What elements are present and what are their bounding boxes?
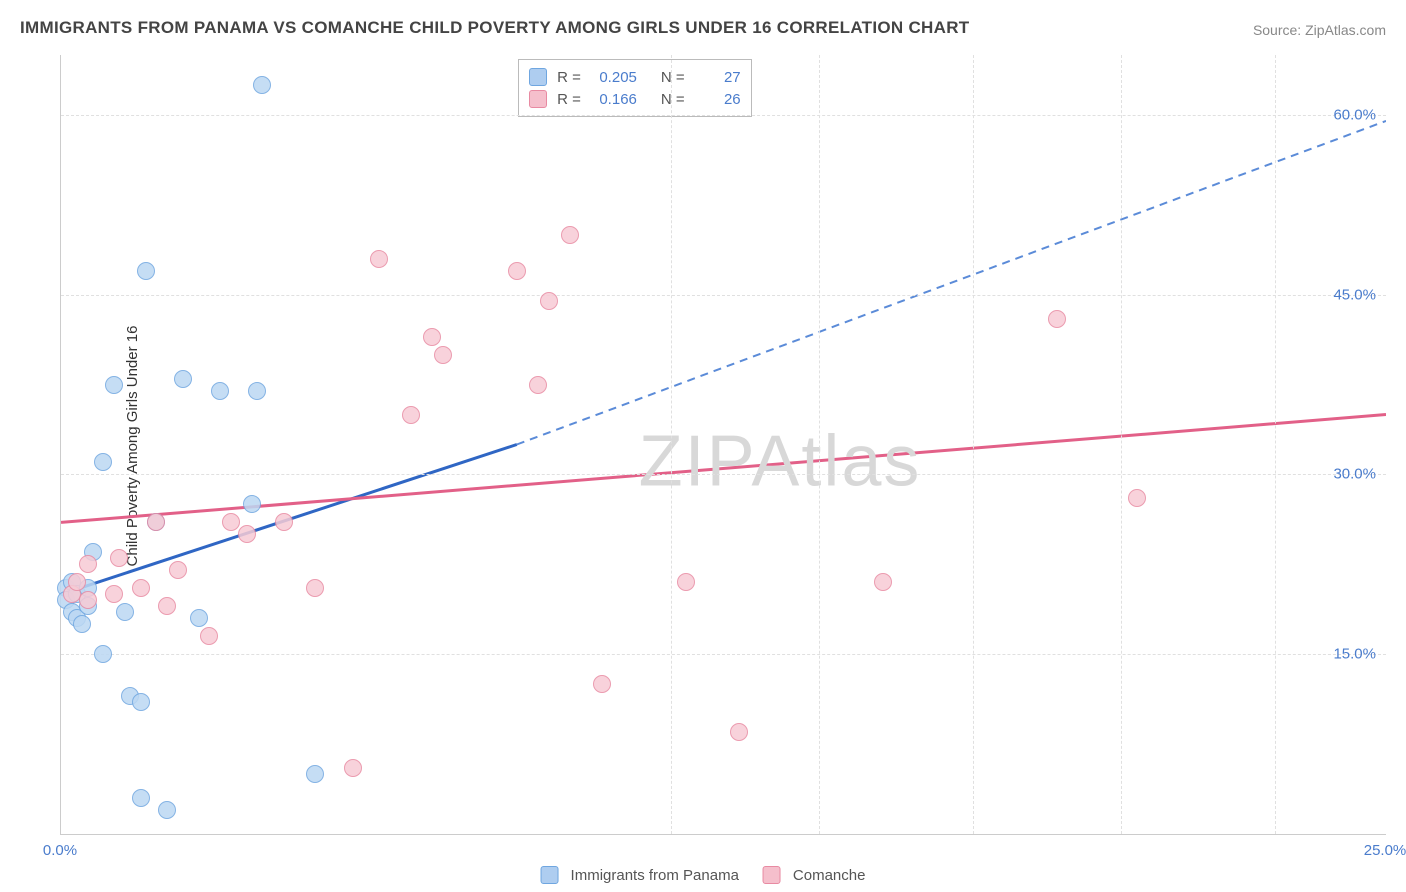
scatter-point [434,346,452,364]
grid-line-horizontal [61,654,1386,655]
scatter-point [593,675,611,693]
scatter-point [190,609,208,627]
scatter-point [73,615,91,633]
x-tick-label: 0.0% [43,842,77,859]
scatter-point [94,645,112,663]
grid-line-vertical [671,55,672,834]
scatter-point [529,376,547,394]
scatter-point [402,406,420,424]
scatter-plot-area: ZIPAtlas R = 0.205 N = 27 R = 0.166 N = 26 15.0… [60,55,1386,835]
scatter-point [238,525,256,543]
scatter-point [561,226,579,244]
scatter-point [200,627,218,645]
scatter-point [132,579,150,597]
scatter-point [68,573,86,591]
legend-n-value: 26 [693,91,741,108]
scatter-point [306,579,324,597]
legend-series-item: Comanche [763,866,866,884]
scatter-point [423,328,441,346]
scatter-point [158,597,176,615]
scatter-point [253,76,271,94]
legend-r-label: R = [557,91,581,108]
scatter-point [1128,489,1146,507]
scatter-point [243,495,261,513]
legend-n-label: N = [661,91,685,108]
grid-line-horizontal [61,115,1386,116]
scatter-point [730,723,748,741]
legend-series-label: Comanche [793,867,866,884]
grid-line-vertical [819,55,820,834]
legend-n-label: N = [661,69,685,86]
y-tick-label: 45.0% [1333,286,1376,303]
scatter-point [211,382,229,400]
scatter-point [370,250,388,268]
scatter-point [110,549,128,567]
grid-line-vertical [1121,55,1122,834]
scatter-point [116,603,134,621]
scatter-point [508,262,526,280]
trend-line-dashed [517,121,1386,445]
chart-title: IMMIGRANTS FROM PANAMA VS COMANCHE CHILD… [20,18,969,38]
scatter-point [105,585,123,603]
legend-series-item: Immigrants from Panama [541,866,739,884]
scatter-point [79,555,97,573]
scatter-point [1048,310,1066,328]
y-tick-label: 60.0% [1333,106,1376,123]
grid-line-horizontal [61,474,1386,475]
scatter-point [344,759,362,777]
scatter-point [677,573,695,591]
source-attribution: Source: ZipAtlas.com [1253,22,1386,38]
grid-line-vertical [1275,55,1276,834]
scatter-point [132,789,150,807]
scatter-point [248,382,266,400]
legend-correlation-row: R = 0.166 N = 26 [529,88,741,110]
legend-swatch [529,90,547,108]
scatter-point [79,591,97,609]
scatter-point [158,801,176,819]
grid-line-horizontal [61,295,1386,296]
scatter-point [132,693,150,711]
x-tick-label: 25.0% [1364,842,1406,859]
legend-r-value: 0.166 [589,91,637,108]
scatter-point [169,561,187,579]
scatter-point [306,765,324,783]
scatter-point [105,376,123,394]
scatter-point [874,573,892,591]
y-tick-label: 30.0% [1333,466,1376,483]
scatter-point [147,513,165,531]
scatter-point [540,292,558,310]
legend-swatch [763,866,781,884]
grid-line-vertical [973,55,974,834]
legend-n-value: 27 [693,69,741,86]
scatter-point [174,370,192,388]
legend-series-label: Immigrants from Panama [571,867,739,884]
legend-r-label: R = [557,69,581,86]
legend-swatch [529,68,547,86]
watermark-text: ZIPAtlas [639,420,922,502]
scatter-point [94,453,112,471]
legend-r-value: 0.205 [589,69,637,86]
scatter-point [137,262,155,280]
correlation-legend: R = 0.205 N = 27 R = 0.166 N = 26 [518,59,752,117]
series-legend: Immigrants from Panama Comanche [541,866,866,884]
legend-correlation-row: R = 0.205 N = 27 [529,66,741,88]
scatter-point [275,513,293,531]
y-tick-label: 15.0% [1333,646,1376,663]
trend-lines-svg [61,55,1386,834]
scatter-point [222,513,240,531]
legend-swatch [541,866,559,884]
